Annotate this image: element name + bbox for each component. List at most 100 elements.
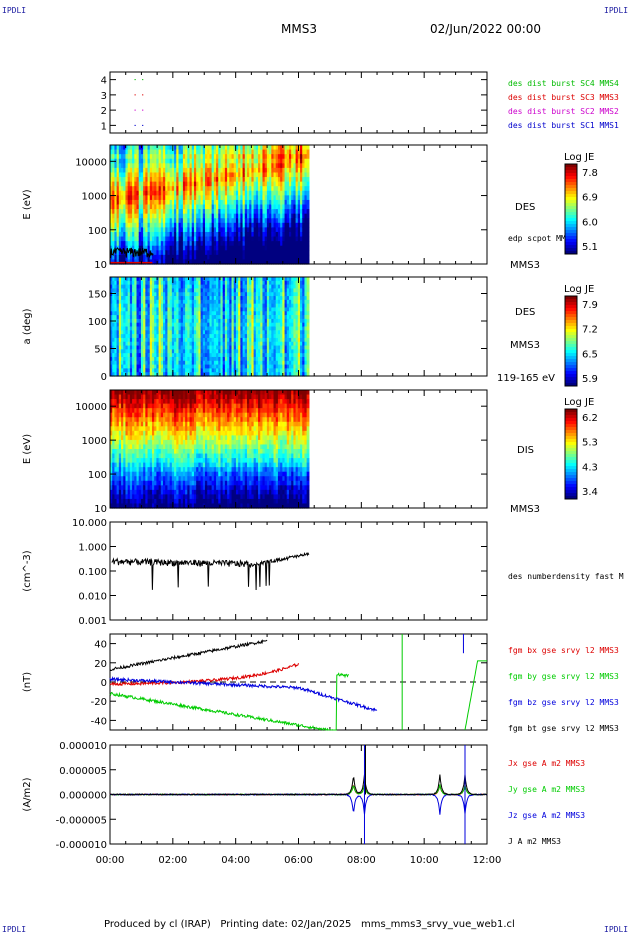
heatmap-cell [244,213,248,219]
heatmap-cell [158,172,162,178]
heatmap-cell [233,356,237,362]
heatmap-cell [249,186,253,192]
heatmap-cell [273,172,277,178]
heatmap-cell [116,368,120,373]
heatmap-cell [171,181,175,187]
heatmap-cell [291,209,295,215]
heatmap-cell [191,360,195,366]
heatmap-cell [167,250,171,256]
heatmap-cell [134,172,138,178]
heatmap-cell [156,368,160,373]
heatmap-cell [297,204,301,210]
heatmap-cell [207,250,211,256]
heatmap-cell [114,222,118,228]
heatmap-cell [178,353,182,358]
heatmap-cell [306,231,310,238]
heatmap-cell [273,204,277,210]
heatmap-cell [251,231,255,238]
heatmap-cell [132,204,135,210]
heatmap-cell [189,322,193,328]
heatmap-cell [121,277,124,282]
heatmap-cell [253,330,257,335]
heatmap-cell [125,299,129,305]
heatmap-cell [302,186,306,192]
heatmap-cell [273,149,277,155]
heatmap-cell [291,181,295,187]
heatmap-cell [213,292,217,297]
heatmap-cell [258,195,261,201]
heatmap-cell [169,209,173,215]
heatmap-cell [275,353,279,358]
heatmap-cell [167,227,171,233]
heatmap-cell [163,186,166,192]
heatmap-cell [300,222,303,228]
heatmap-cell [218,280,222,286]
heatmap-cell [191,259,195,265]
heatmap-cell [300,349,303,354]
heatmap-cell [110,145,113,151]
heatmap-cell [114,254,118,261]
heatmap-cell [138,307,142,312]
heatmap-cell [253,280,257,286]
heatmap-cell [216,154,219,160]
heatmap-cell [255,236,259,242]
heatmap-cell [295,245,299,251]
heatmap-cell [198,303,202,309]
heatmap-cell [174,245,177,251]
heatmap-cell [282,167,286,174]
heatmap-cell [182,345,186,350]
heatmap-cell [189,250,193,256]
heatmap-cell [249,154,253,160]
heatmap-cell [182,299,186,305]
heatmap-cell [205,199,208,206]
heatmap-cell [282,303,286,309]
heatmap-cell [185,213,188,219]
heatmap-cell [143,241,146,247]
heatmap-cell [255,250,259,256]
heatmap-cell [231,299,235,305]
heatmap-cell [167,353,171,358]
heatmap-cell [145,231,149,238]
heatmap-cell [134,315,138,320]
colorbar-swatch [565,296,577,300]
heatmap-cell [160,292,164,297]
heatmap-cell [229,345,233,350]
heatmap-cell [266,307,270,312]
heatmap-cell [233,181,237,187]
heatmap-cell [182,236,186,242]
heatmap-cell [154,186,158,192]
heatmap-cell [269,303,272,309]
heatmap-cell [198,154,202,160]
heatmap-cell [121,315,124,320]
heatmap-cell [207,145,211,151]
heatmap-cell [231,163,235,169]
heatmap-cell [198,315,202,320]
heatmap-cell [189,213,193,219]
heatmap-cell [288,190,292,196]
heatmap-cell [158,330,162,335]
heatmap-cell [240,241,244,247]
heatmap-cell [174,158,177,164]
heatmap-cell [149,337,153,343]
heatmap-cell [304,353,308,358]
heatmap-cell [125,149,129,155]
heatmap-cell [273,254,277,261]
heatmap-cell [143,254,146,261]
heatmap-cell [129,181,133,187]
heatmap-cell [260,364,264,369]
heatmap-cell [151,172,155,178]
heatmap-cell [158,236,162,242]
heatmap-cell [249,259,253,265]
heatmap-cell [123,311,127,316]
heatmap-cell [297,231,301,238]
heatmap-cell [255,277,259,282]
heatmap-cell [282,163,286,169]
heatmap-cell [295,288,299,293]
heatmap-cell [246,337,250,343]
heatmap-cell [125,280,129,286]
heatmap-cell [193,250,197,256]
heatmap-cell [158,356,162,362]
heatmap-cell [114,349,118,354]
heatmap-cell [302,360,306,366]
heatmap-cell [189,284,193,290]
